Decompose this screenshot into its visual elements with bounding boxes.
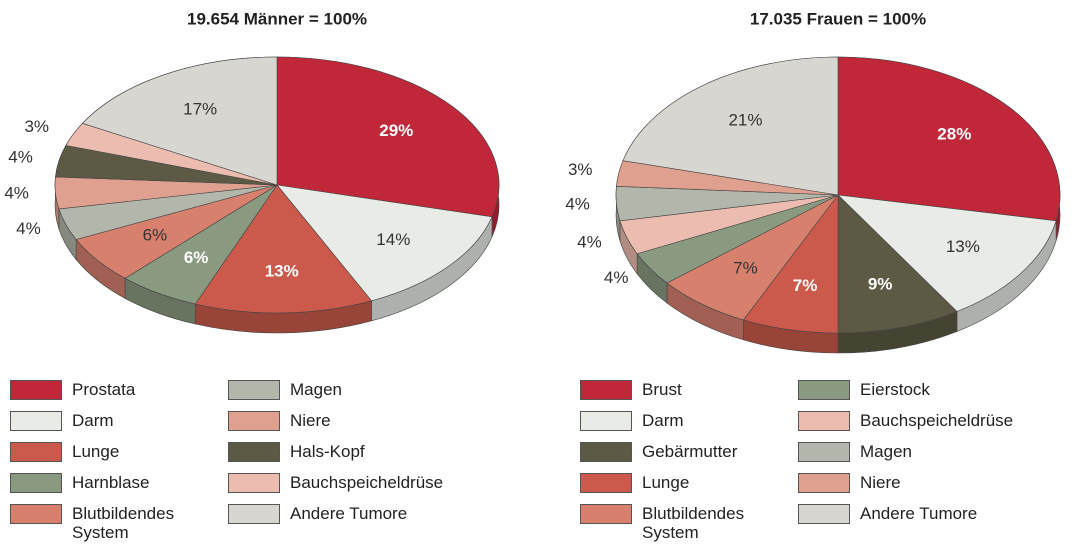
legend-item: Lunge xyxy=(580,473,798,504)
legend-label: Harnblase xyxy=(72,473,150,492)
legend-label: Eierstock xyxy=(860,380,930,399)
data-label: 21% xyxy=(728,110,762,129)
data-label: 7% xyxy=(793,276,818,295)
legend-item: Brust xyxy=(580,380,798,411)
data-label: 14% xyxy=(376,230,410,249)
legend-item: Blutbildendes System xyxy=(580,504,798,542)
legend-label: Magen xyxy=(860,442,912,461)
legend-item: Niere xyxy=(228,411,468,442)
data-label: 4% xyxy=(8,147,33,166)
legend-item: Darm xyxy=(10,411,228,442)
legend-swatch xyxy=(10,411,62,431)
data-label: 3% xyxy=(24,117,49,136)
legend-label: Gebärmutter xyxy=(642,442,738,461)
legend-label: Blutbildendes System xyxy=(72,504,175,542)
charts: 19.654 Männer = 100%29%14%13%6%6%4%4%4%3… xyxy=(4,9,1061,354)
legend-label: Andere Tumore xyxy=(860,504,978,523)
data-label: 29% xyxy=(379,121,413,140)
legend-swatch xyxy=(228,442,280,462)
legend-swatch xyxy=(798,411,850,431)
legend-item: Gebärmutter xyxy=(580,442,798,473)
legend-swatch xyxy=(10,380,62,400)
chart-title: 17.035 Frauen = 100% xyxy=(750,9,926,28)
pie-slice xyxy=(276,184,493,302)
legend-label: Hals-Kopf xyxy=(290,442,365,461)
legend-label: Bauchspeicheldrüse xyxy=(860,411,1014,430)
legend-label: Brust xyxy=(642,380,682,399)
legend-item: Bauchspeicheldrüse xyxy=(228,473,468,504)
data-label: 13% xyxy=(946,237,980,256)
legend-item: Prostata xyxy=(10,380,228,411)
legend-label: Bauchspeicheldrüse xyxy=(290,473,444,492)
pie-slice xyxy=(81,56,278,186)
legend-item: Darm xyxy=(580,411,798,442)
data-label: 4% xyxy=(565,194,590,213)
legend-item: Harnblase xyxy=(10,473,228,504)
legend-label: Andere Tumore xyxy=(290,504,408,523)
legend-label: Lunge xyxy=(642,473,690,492)
legend: Brust Darm Gebärmutter Lunge Blutbildendes S… xyxy=(580,380,1038,542)
data-label: 4% xyxy=(16,219,41,238)
data-label: 6% xyxy=(184,248,209,267)
data-label: 4% xyxy=(604,268,629,287)
chart-title: 19.654 Männer = 100% xyxy=(187,9,367,28)
legend-item: Bauchspeicheldrüse xyxy=(798,411,1038,442)
legend-item: Lunge xyxy=(10,442,228,473)
legend-swatch xyxy=(228,504,280,524)
pie-slice xyxy=(837,194,958,334)
legend-item: Andere Tumore xyxy=(228,504,468,535)
legend-item: Eierstock xyxy=(798,380,1038,411)
data-label: 3% xyxy=(568,160,593,179)
legend-swatch xyxy=(798,473,850,493)
legend-swatch xyxy=(580,473,632,493)
data-label: 13% xyxy=(265,261,299,280)
legend-label: Blutbildendes System xyxy=(642,504,745,542)
data-label: 4% xyxy=(4,184,29,203)
legend-item: Blutbildendes System xyxy=(10,504,228,542)
legend-swatch xyxy=(798,442,850,462)
legend-swatch xyxy=(10,442,62,462)
legend-swatch xyxy=(10,473,62,493)
legend-swatch xyxy=(580,504,632,524)
legend-item: Niere xyxy=(798,473,1038,504)
legend: Prostata Darm Lunge Harnblase Blutbildendes … xyxy=(10,380,468,542)
legend-swatch xyxy=(10,504,62,524)
legend-swatch xyxy=(228,411,280,431)
pie-slice xyxy=(194,184,373,314)
legend-swatch xyxy=(228,380,280,400)
legend-label: Lunge xyxy=(72,442,120,461)
legend-swatch xyxy=(580,380,632,400)
legend-swatch xyxy=(580,442,632,462)
legend-item: Magen xyxy=(798,442,1038,473)
legend-label: Magen xyxy=(290,380,342,399)
data-label: 9% xyxy=(868,275,893,294)
legend-label: Prostata xyxy=(72,380,136,399)
legend-label: Darm xyxy=(72,411,114,430)
pie-slice xyxy=(276,56,500,218)
legend-swatch xyxy=(580,411,632,431)
data-label: 28% xyxy=(937,125,971,144)
data-label: 7% xyxy=(733,259,758,278)
legend-item: Magen xyxy=(228,380,468,411)
legend-item: Hals-Kopf xyxy=(228,442,468,473)
legend-label: Darm xyxy=(642,411,684,430)
legend-item: Andere Tumore xyxy=(798,504,1038,535)
data-label: 4% xyxy=(577,233,602,252)
legend-label: Niere xyxy=(290,411,331,430)
legend-label: Niere xyxy=(860,473,901,492)
legend-swatch xyxy=(228,473,280,493)
data-label: 17% xyxy=(183,100,217,119)
legend-swatch xyxy=(798,504,850,524)
data-label: 6% xyxy=(143,226,168,245)
pie-slice xyxy=(622,56,839,196)
pie-slice xyxy=(837,56,1061,222)
pie-slice xyxy=(837,194,1057,312)
legend-swatch xyxy=(798,380,850,400)
